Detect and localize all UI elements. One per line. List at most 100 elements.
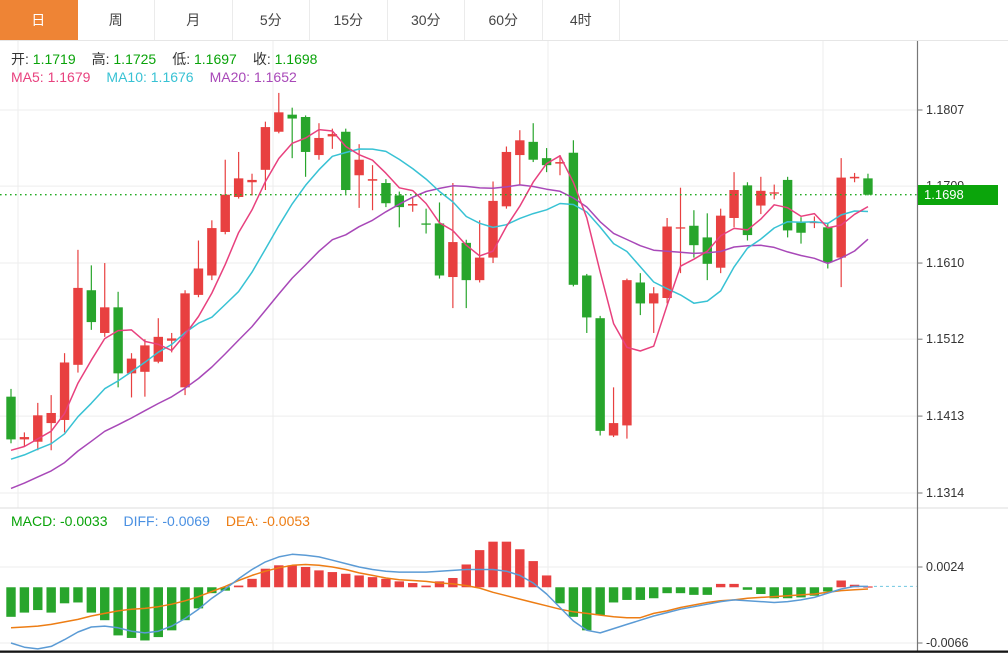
macd-bar — [702, 587, 712, 595]
macd-bar — [327, 572, 338, 588]
candle — [408, 197, 418, 212]
legend-label: 高: — [91, 51, 110, 67]
price-axis-label: 1.1314 — [926, 486, 964, 500]
macd-header: MACD: -0.0033 DIFF: -0.0069 DEA: -0.0053 — [11, 513, 326, 529]
macd-bar — [233, 585, 244, 588]
candle — [568, 140, 579, 287]
legend-value: 1.1698 — [274, 51, 318, 67]
candle — [247, 173, 257, 196]
macd-bar — [300, 567, 311, 588]
tab-日[interactable]: 日 — [0, 0, 78, 40]
macd-bar — [555, 587, 565, 604]
price-axis-label: 1.1610 — [926, 256, 964, 270]
candle — [582, 273, 592, 333]
candle — [823, 222, 833, 269]
candle — [354, 144, 364, 208]
price-axis-label: 1.1413 — [926, 409, 964, 423]
candle — [689, 210, 699, 258]
macd-bar — [166, 587, 177, 631]
macd-bar — [796, 587, 806, 598]
tab-4时[interactable]: 4时 — [542, 0, 620, 40]
candle — [166, 332, 177, 353]
candle — [126, 353, 137, 398]
candle — [488, 181, 498, 264]
macd-bar — [595, 587, 605, 616]
legend-label: MACD: — [11, 513, 57, 529]
candle — [394, 191, 405, 228]
candle — [193, 240, 204, 298]
candle — [274, 92, 284, 134]
macd-bar — [649, 587, 659, 599]
macd-bar — [100, 587, 110, 621]
macd-bar — [582, 587, 592, 631]
candle — [46, 395, 56, 451]
tab-月[interactable]: 月 — [155, 0, 233, 40]
legend-value: 1.1679 — [47, 69, 91, 85]
candle — [742, 182, 753, 241]
price-axis-label: 1.1512 — [926, 332, 964, 346]
macd-bar — [207, 587, 217, 594]
candle — [86, 265, 97, 330]
macd-bar — [541, 575, 552, 588]
candle — [769, 184, 779, 200]
macd-bar — [59, 587, 70, 604]
legend-label: DEA: — [225, 513, 259, 529]
legend-value: 1.1719 — [32, 51, 76, 67]
candle — [73, 249, 83, 373]
macd-bar — [408, 583, 418, 588]
candle — [715, 208, 726, 274]
candle — [541, 148, 552, 173]
legend-item: MA10: 1.1676 — [106, 69, 193, 85]
candle — [381, 179, 391, 208]
macd-bar — [421, 585, 431, 588]
legend-label: MA5: — [11, 69, 44, 85]
candle — [220, 159, 230, 235]
candle — [260, 121, 271, 191]
tab-60分[interactable]: 60分 — [465, 0, 543, 40]
legend-value: 1.1652 — [253, 69, 297, 85]
candle — [287, 107, 297, 159]
macd-bar — [140, 587, 150, 641]
candle — [448, 183, 458, 309]
macd-axis-label: -0.0066 — [926, 636, 968, 650]
macd-bar — [568, 587, 579, 617]
ma10-line — [10, 148, 869, 460]
candle — [207, 220, 217, 281]
ma20-line — [10, 184, 869, 490]
macd-bars — [6, 541, 873, 641]
legend-label: 收: — [252, 51, 271, 67]
candles-layer — [6, 92, 873, 451]
macd-bar — [86, 587, 97, 613]
candle — [367, 165, 378, 211]
candle — [836, 158, 846, 288]
macd-bar — [354, 575, 364, 588]
candle — [19, 432, 30, 447]
legend-value: 1.1725 — [113, 51, 157, 67]
candle — [608, 387, 619, 438]
candle — [233, 151, 244, 199]
tab-15分[interactable]: 15分 — [310, 0, 388, 40]
macd-bar — [314, 570, 324, 588]
tab-5分[interactable]: 5分 — [232, 0, 310, 40]
legend-label: 低: — [172, 51, 191, 67]
candle — [729, 172, 739, 228]
macd-bar — [394, 581, 405, 588]
candle — [849, 172, 860, 183]
price-axis-label: 1.1807 — [926, 103, 964, 117]
candle — [756, 176, 766, 215]
candle — [153, 318, 163, 364]
macd-bar — [126, 587, 137, 638]
tab-周[interactable]: 周 — [77, 0, 155, 40]
macd-bar — [73, 587, 83, 603]
tab-30分[interactable]: 30分 — [387, 0, 465, 40]
candle — [33, 402, 43, 451]
legend-item: 低: 1.1697 — [172, 51, 237, 67]
legend-value: -0.0053 — [262, 513, 310, 529]
macd-bar — [247, 578, 257, 588]
legend-item: 收: 1.1698 — [253, 51, 318, 67]
candle — [622, 278, 632, 439]
ma-header: MA5: 1.1679 MA10: 1.1676 MA20: 1.1652 — [11, 69, 313, 85]
legend-value: -0.0069 — [162, 513, 210, 529]
